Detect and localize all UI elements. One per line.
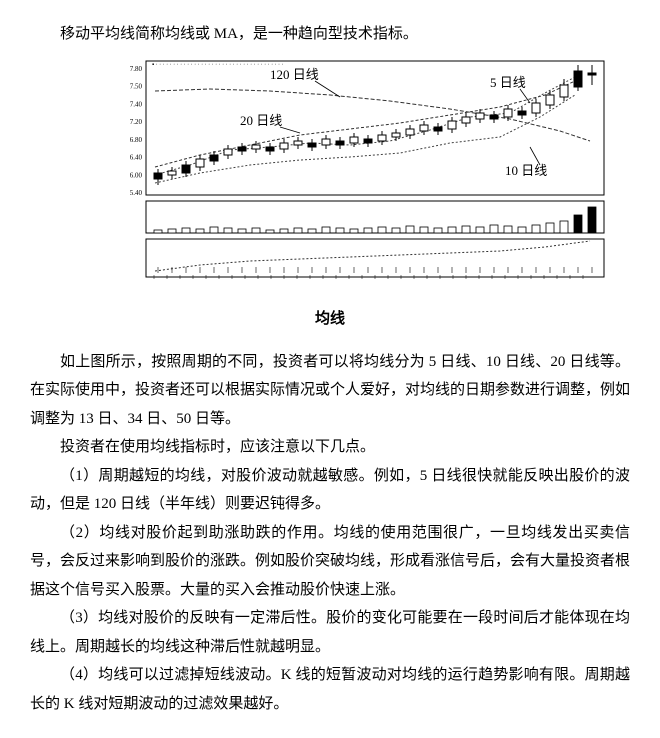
ma-chart-svg: 7.80 7.50 7.40 7.20 6.80 6.40 6.00 5.40 120 日线 5 …: [100, 55, 610, 285]
para-periods: 如上图所示，按照周期的不同，投资者可以将均线分为 5 日线、10 日线、20 日…: [30, 348, 630, 434]
chart-caption: 均线: [30, 305, 630, 334]
item-1: （1）周期越短的均线，对股价波动就越敏感。例如，5 日线很快就能反映出股价的波动…: [30, 462, 630, 519]
svg-text:7.50: 7.50: [130, 82, 143, 90]
svg-text:6.00: 6.00: [130, 171, 143, 179]
para-notice: 投资者在使用均线指标时，应该注意以下几点。: [30, 433, 630, 462]
item-3: （3）均线对股价的反映有一定滞后性。股价的变化可能要在一段时间后才能体现在均线上…: [30, 604, 630, 661]
svg-text:10 日线: 10 日线: [505, 163, 547, 178]
item-2: （2）均线对股价起到助涨助跌的作用。均线的使用范围很广，一旦均线发出买卖信号，会…: [30, 519, 630, 605]
item-4: （4）均线可以过滤掉短线波动。K 线的短暂波动对均线的运行趋势影响有限。周期越长…: [30, 661, 630, 718]
svg-text:120 日线: 120 日线: [270, 67, 319, 82]
intro-text: 移动平均线简称均线或 MA，是一种趋向型技术指标。: [30, 20, 630, 49]
svg-text:5.40: 5.40: [130, 189, 143, 197]
svg-text:5 日线: 5 日线: [490, 75, 526, 90]
svg-text:7.80: 7.80: [130, 65, 143, 73]
svg-text:6.80: 6.80: [130, 135, 143, 143]
ma-chart: 7.80 7.50 7.40 7.20 6.80 6.40 6.00 5.40 120 日线 5 …: [100, 55, 630, 296]
svg-text:6.40: 6.40: [130, 153, 143, 161]
svg-text:▪ · · · · · · · · · · · · · ·: ▪ · · · · · · · · · · · · · · · · · · · …: [152, 62, 284, 68]
svg-text:7.20: 7.20: [130, 118, 143, 126]
svg-text:7.40: 7.40: [130, 100, 143, 108]
svg-text:20 日线: 20 日线: [240, 113, 282, 128]
